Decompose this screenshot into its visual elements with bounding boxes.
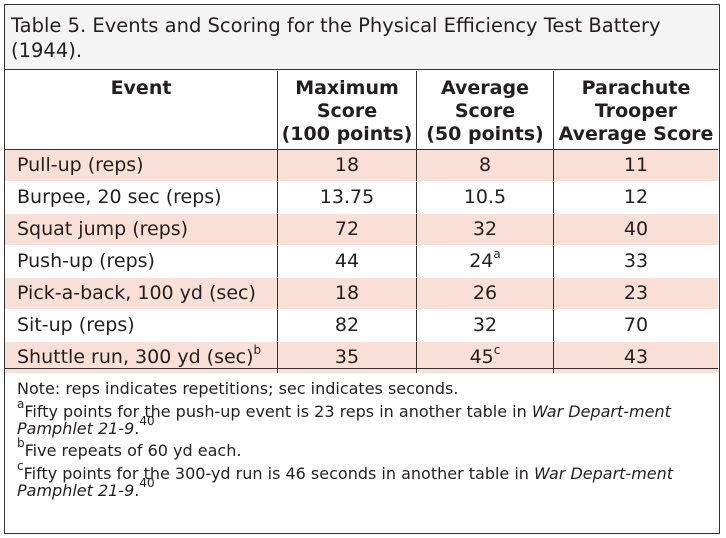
- cell-parachute-score: 40: [553, 213, 718, 246]
- cell-event: Sit-up (reps): [5, 309, 278, 342]
- cell-parachute-score: 11: [553, 149, 718, 182]
- table-row: Pull-up (reps) 18 8 11: [5, 149, 718, 182]
- table-body: Pull-up (reps) 18 8 11 Burpee, 20 sec (reps)…: [5, 149, 718, 374]
- cell-max-score: 18: [277, 149, 417, 182]
- table-row: Push-up (reps) 44 24a 33: [5, 245, 718, 278]
- header-parachute-score: Parachute Trooper Average Score: [553, 71, 718, 150]
- cell-event: Burpee, 20 sec (reps): [5, 181, 278, 214]
- cell-avg-score: 32: [416, 309, 554, 342]
- note-general: Note: reps indicates repetitions; sec in…: [17, 379, 459, 398]
- footnote-c: cFifty points for the 300-yd run is 46 s…: [17, 459, 674, 500]
- footnote-b-mark: b: [17, 436, 25, 450]
- table-title: Table 5. Events and Scoring for the Phys…: [11, 14, 661, 62]
- footnote-c-citation: War Depart-ment Pamphlet 21-9: [17, 464, 674, 500]
- cell-max-score: 72: [277, 213, 417, 246]
- footnote-b: bFive repeats of 60 yd each.: [17, 436, 242, 460]
- cell-event: Push-up (reps): [5, 245, 278, 278]
- cell-parachute-score: 70: [553, 309, 718, 342]
- title-band: [5, 5, 718, 70]
- events-table: Event Maximum Score (100 points) Average…: [5, 71, 718, 374]
- footnote-a: aFifty points for the push-up event is 2…: [17, 397, 671, 438]
- cell-avg-score: 26: [416, 277, 554, 310]
- footnote-marker: a: [493, 247, 501, 261]
- cell-avg-score: 8: [416, 149, 554, 182]
- table-row: Sit-up (reps) 82 32 70: [5, 309, 718, 342]
- cell-avg-score: 32: [416, 213, 554, 246]
- cell-parachute-score: 12: [553, 181, 718, 214]
- cell-event: Pull-up (reps): [5, 149, 278, 182]
- cell-max-score: 44: [277, 245, 417, 278]
- table-row: Pick-a-back, 100 yd (sec) 18 26 23: [5, 277, 718, 310]
- cell-max-score: 82: [277, 309, 417, 342]
- cell-max-score: 18: [277, 277, 417, 310]
- footnote-a-ref: 40: [139, 414, 155, 428]
- table-row: Burpee, 20 sec (reps) 13.75 10.5 12: [5, 181, 718, 214]
- header-row: Event Maximum Score (100 points) Average…: [5, 71, 718, 150]
- cell-parachute-score: 33: [553, 245, 718, 278]
- cell-event: Squat jump (reps): [5, 213, 278, 246]
- footnote-a-mark: a: [17, 397, 25, 411]
- footnote-marker: b: [253, 343, 262, 357]
- cell-avg-score: 10.5: [416, 181, 554, 214]
- cell-avg-score: 24a: [416, 245, 554, 278]
- footnote-c-ref: 40: [139, 476, 155, 490]
- footnote-c-mark: c: [17, 459, 24, 473]
- table-row: Squat jump (reps) 72 32 40: [5, 213, 718, 246]
- cell-event: Pick-a-back, 100 yd (sec): [5, 277, 278, 310]
- header-avg-score: Average Score (50 points): [416, 71, 554, 150]
- header-max-score: Maximum Score (100 points): [277, 71, 417, 150]
- header-event: Event: [5, 71, 278, 150]
- cell-parachute-score: 23: [553, 277, 718, 310]
- table-frame: Table 5. Events and Scoring for the Phys…: [4, 4, 720, 534]
- footnote-marker: c: [493, 343, 501, 357]
- footnote-a-citation: War Depart-ment Pamphlet 21-9: [17, 402, 671, 438]
- table-notes: Note: reps indicates repetitions; sec in…: [5, 368, 718, 503]
- cell-max-score: 13.75: [277, 181, 417, 214]
